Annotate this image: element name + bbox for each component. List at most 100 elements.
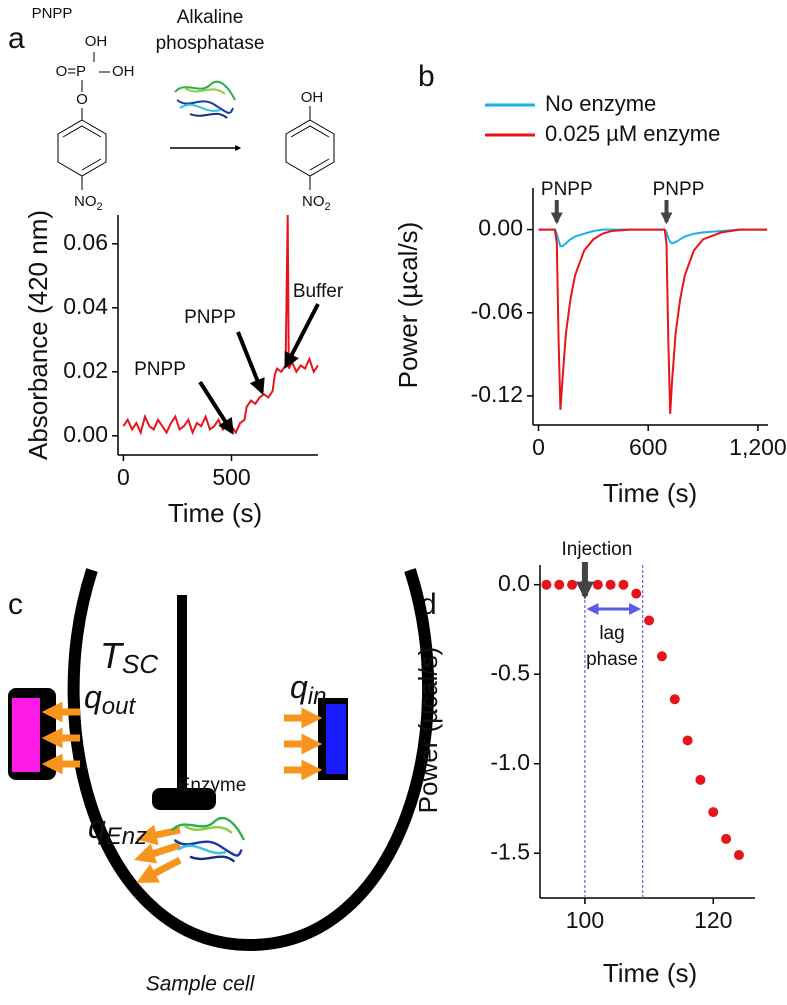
annotation-arrow [198, 380, 234, 435]
calorimeter-diagram: TSC qout qin qEnz Enzyme Sample cell [8, 568, 435, 996]
y-tick-label: -0.12 [471, 381, 523, 407]
x-tick-label: 0 [532, 434, 545, 460]
enzyme-icon [174, 80, 236, 119]
scheme: PNPP OH O=P OH O NO2 Alkaline phosphatas… [32, 5, 335, 213]
legend-label: No enzyme [545, 91, 656, 116]
x-tick-label: 120 [694, 907, 732, 933]
heat-label: qin [290, 669, 326, 710]
data-point [656, 651, 667, 662]
data-point [605, 579, 616, 590]
annotation: PNPP [184, 307, 236, 328]
chem-label: OH [112, 63, 135, 80]
ring [57, 119, 107, 177]
ring [62, 125, 102, 138]
chem-label: O [76, 91, 88, 108]
cell-label: Sample cell [146, 973, 256, 996]
chem-label: OH [85, 33, 108, 50]
heater-left [12, 698, 40, 772]
y-tick-label: 0.06 [63, 229, 108, 255]
data-point [541, 579, 552, 590]
chem-label: NO2 [74, 193, 103, 213]
heat-label: q [84, 679, 102, 715]
data-point [733, 850, 744, 861]
chem-label: 2 [325, 201, 331, 213]
heat-label: Enz [106, 823, 147, 850]
x-tick-label: 100 [566, 907, 604, 933]
y-tick-label: 0.00 [63, 421, 108, 447]
annotation-arrow [284, 303, 320, 369]
x-axis-title: Time (s) [603, 958, 697, 988]
chem-label: PNPP [32, 5, 73, 22]
chem-label: NO [74, 193, 97, 210]
annotation: phase [586, 649, 638, 670]
ring [309, 158, 330, 171]
x-tick-label: 0 [117, 464, 130, 490]
x-axis-title: Time (s) [168, 498, 262, 528]
y-tick-label: -1.5 [490, 838, 530, 864]
x-tick-label: 600 [629, 434, 667, 460]
ring [285, 119, 335, 177]
ring [81, 158, 102, 171]
stirrer-paddle [152, 788, 216, 810]
ring [290, 125, 330, 138]
temp-label: SC [122, 649, 158, 679]
data-line [538, 228, 768, 414]
data-point [554, 579, 565, 590]
y-axis-title: Power (µcal/s) [413, 647, 443, 814]
data-point [708, 807, 719, 818]
annotation: PNPP [541, 179, 593, 200]
heat-label: qout [84, 679, 136, 720]
annotation: PNPP [134, 359, 186, 380]
data-point [695, 774, 706, 785]
heat-label: in [308, 683, 327, 710]
chem-label: O=P [56, 63, 86, 80]
chem-label: NO [302, 193, 325, 210]
y-tick-label: -0.5 [490, 659, 530, 685]
heater-right [326, 704, 346, 774]
heat-label: q [88, 809, 106, 845]
annotation: lag [599, 623, 624, 644]
heat-label: out [102, 693, 137, 720]
data-point [567, 579, 578, 590]
temp-label: TSC [100, 635, 158, 679]
panel-label: c [8, 588, 23, 621]
annotation: PNPP [653, 179, 705, 200]
y-tick-label: 0.00 [478, 215, 523, 241]
legend-label: 0.025 µM enzyme [545, 121, 720, 146]
annotation-arrow [236, 331, 265, 395]
annotation: Buffer [293, 281, 344, 302]
y-tick-label: 0.0 [498, 570, 530, 596]
x-axis-title: Time (s) [603, 478, 697, 508]
panel-label: b [418, 60, 435, 93]
heat-label: qEnz [88, 809, 147, 850]
chem-label: 2 [97, 201, 103, 213]
enzyme-label: phosphatase [156, 33, 265, 54]
temp-label: T [100, 635, 125, 676]
heat-label: q [290, 669, 308, 705]
data-point [682, 735, 693, 746]
data-point [644, 615, 655, 626]
data-point [618, 579, 629, 590]
x-tick-label: 1,200 [729, 434, 787, 460]
data-point [669, 694, 680, 705]
enzyme-label: Enzyme [178, 775, 247, 796]
y-tick-label: -0.06 [471, 298, 523, 324]
data-point [631, 588, 642, 599]
panel-label: a [8, 22, 25, 55]
chem-label: OH [301, 89, 324, 106]
heat-arrows [41, 701, 323, 884]
enzyme-label: Alkaline [177, 7, 244, 28]
y-axis-title: Absorbance (420 nm) [23, 210, 53, 460]
y-tick-label: 0.04 [63, 293, 108, 319]
cell-wall [67, 568, 435, 952]
y-axis-title: Power (µcal/s) [393, 222, 423, 389]
data-line [538, 228, 768, 248]
annotation: Injection [562, 539, 633, 560]
data-point [721, 833, 732, 844]
y-tick-label: -1.0 [490, 749, 530, 775]
data-point [592, 579, 603, 590]
x-tick-label: 500 [212, 464, 250, 490]
y-tick-label: 0.02 [63, 357, 108, 383]
